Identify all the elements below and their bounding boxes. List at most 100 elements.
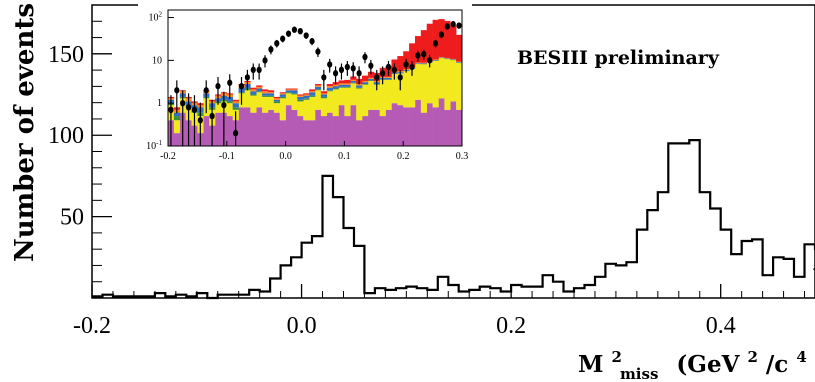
inset-bar-segment [414,62,422,64]
inset-data-point [168,106,174,114]
inset-bar-segment [379,116,386,146]
y-tick-label: 100 [48,123,84,149]
inset-data-point [427,57,433,64]
inset-bar-segment [262,89,269,92]
inset-bar-segment [362,80,369,83]
x-axis-label-unit-mid: /c [766,351,788,378]
inset-bar-segment [432,60,439,108]
inset-x-tick-label: 0.0 [279,151,292,162]
inset-data-point [274,40,280,47]
inset-data-point [303,32,309,39]
inset-bar-segment [256,107,263,146]
inset-bar-segment [326,90,333,92]
inset-bar-segment [432,59,439,60]
inset-bar-segment [267,92,275,94]
inset-bar-segment [444,109,451,146]
inset-bar-segment [215,112,222,146]
inset-bar-segment [332,89,339,117]
inset-data-point [227,79,233,86]
inset-data-point [327,61,333,68]
inset-bar-segment [426,62,433,104]
inset-bar-segment [291,94,298,110]
inset-bar-segment [444,58,451,59]
inset-bar-segment [226,103,233,117]
inset-bar-segment [256,91,263,93]
inset-bar-segment [279,120,286,146]
inset-bar-segment [291,90,298,94]
inset-bar-segment [232,101,239,104]
inset-bar-segment [420,112,428,146]
inset-bar-segment [385,76,392,78]
x-tick-label: 0.4 [706,313,736,339]
inset-bar-segment [397,56,404,72]
inset-bar-segment [279,93,286,95]
inset-bar-segment [367,77,375,79]
inset-data-point [197,117,203,124]
inset-bar-segment [273,101,281,104]
inset-bar-segment [403,71,410,108]
inset-bar-segment [309,95,316,97]
inset-bar-segment [315,89,322,91]
inset-bar-segment [256,92,263,108]
inset-bar-segment [326,84,333,87]
inset-bar-segment [279,98,286,121]
inset-y-tick-label: 10 [152,55,162,66]
inset-bar-segment [273,96,281,99]
inset-data-point [438,31,445,38]
inset-bar-segment [250,95,257,113]
inset-data-point [185,104,192,111]
inset-data-point [244,74,250,81]
inset-frame [167,9,463,147]
inset-data-point [421,50,427,58]
inset-bar-segment [303,95,310,99]
inset-bar-segment [362,116,369,146]
inset-bar-segment [256,85,263,87]
inset-bar-segment [350,105,357,146]
inset-data-point [238,82,245,90]
inset-bar-segment [456,62,463,63]
inset-bar-segment [362,75,369,81]
inset-bar-segment [332,84,339,87]
inset-bar-segment [356,87,363,89]
inset-bar-segment [414,36,422,63]
inset-bar-segment [232,103,239,108]
x-axis-label-unit-open: (GeV [676,351,740,378]
inset-bar-segment [279,92,286,94]
inset-data-point [268,46,274,53]
inset-bar-segment [215,103,222,113]
inset-bar-segment [267,95,275,97]
inset-bar-segment [226,96,233,102]
inset-bar-segment [273,112,281,146]
inset-bar-segment [444,59,451,110]
inset-bar-segment [373,84,380,110]
inset-bar-segment [420,30,428,63]
inset-x-tick-label: 0.1 [338,151,351,162]
inset-data-point [362,53,368,61]
inset-bar-segment [309,96,316,121]
inset-bar-segment [291,93,298,95]
inset-bar-segment [373,109,380,146]
inset-bar-segment [238,107,245,146]
inset-data-point [321,74,327,81]
inset-bar-segment [297,94,304,96]
inset-bar-segment [367,80,375,110]
inset-data-point [344,63,350,71]
inset-data-point [397,74,403,81]
inset-bar-segment [303,120,310,146]
inset-bar-segment [362,84,369,117]
inset-bar-segment [456,62,463,110]
inset-bar-segment [297,95,304,97]
inset-bar-segment [285,89,292,91]
inset-bar-segment [262,91,269,94]
main-axis-ticks: -0.2 0.0 0.2 0.4 50 100 150 [48,20,806,339]
inset-bar-segment [379,79,386,117]
inset-bar-segment [332,116,339,146]
inset-bar-segment [420,62,428,64]
inset-bar-segment [456,109,463,146]
inset-bar-segment [303,93,310,95]
inset-bar-segment [273,99,281,102]
inset-bar-segment [414,63,422,64]
inset-bar-segment [250,91,257,95]
inset-bar-segment [244,107,251,146]
inset-data-point [432,40,439,47]
